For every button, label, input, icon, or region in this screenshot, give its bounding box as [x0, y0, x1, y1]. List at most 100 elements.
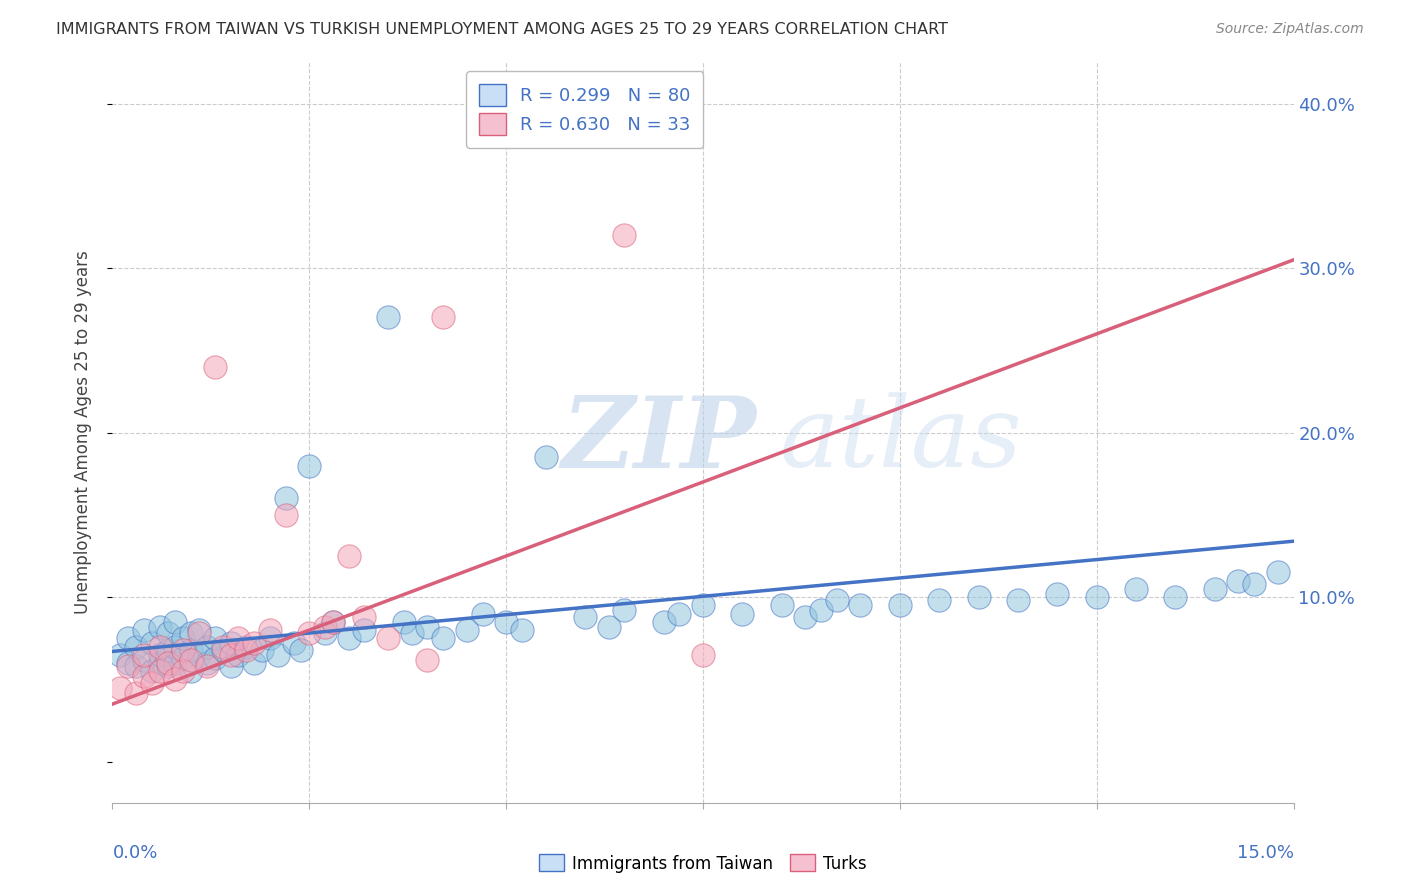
Point [613, 603, 636, 617]
Point [141, 675, 163, 690]
Point [110, 681, 132, 695]
Point [810, 603, 832, 617]
Point [1243, 577, 1265, 591]
Point [110, 648, 132, 662]
Point [432, 632, 454, 646]
Point [165, 656, 187, 670]
Text: ZIP: ZIP [561, 392, 756, 488]
Point [243, 636, 266, 650]
Point [172, 632, 194, 646]
Point [195, 659, 218, 673]
Point [117, 659, 139, 673]
Point [235, 640, 257, 654]
Point [235, 642, 257, 657]
Point [149, 648, 172, 662]
Point [267, 648, 290, 662]
Point [180, 642, 202, 657]
Point [156, 642, 179, 657]
Point [1267, 566, 1289, 580]
Point [149, 664, 172, 678]
Point [188, 648, 211, 662]
Point [243, 656, 266, 670]
Point [416, 620, 439, 634]
Point [1085, 590, 1108, 604]
Point [1227, 574, 1250, 588]
Point [298, 626, 321, 640]
Point [274, 508, 297, 522]
Point [652, 615, 675, 629]
Legend: Immigrants from Taiwan, Turks: Immigrants from Taiwan, Turks [533, 847, 873, 880]
Point [416, 653, 439, 667]
Point [149, 620, 172, 634]
Point [574, 610, 596, 624]
Point [259, 623, 281, 637]
Point [692, 648, 714, 662]
Point [172, 642, 194, 657]
Point [228, 648, 250, 662]
Point [274, 491, 297, 506]
Point [250, 642, 273, 657]
Point [1204, 582, 1226, 596]
Text: 15.0%: 15.0% [1236, 844, 1294, 862]
Text: atlas: atlas [780, 392, 1022, 488]
Point [322, 615, 344, 629]
Point [180, 653, 202, 667]
Point [117, 632, 139, 646]
Point [889, 599, 911, 613]
Point [353, 623, 375, 637]
Point [156, 626, 179, 640]
Point [298, 458, 321, 473]
Point [195, 656, 218, 670]
Point [125, 685, 148, 699]
Point [132, 623, 155, 637]
Point [172, 651, 194, 665]
Point [211, 640, 233, 654]
Point [188, 623, 211, 637]
Point [156, 659, 179, 673]
Point [495, 615, 517, 629]
Point [928, 593, 950, 607]
Point [377, 310, 399, 325]
Point [613, 228, 636, 243]
Point [132, 648, 155, 662]
Point [188, 626, 211, 640]
Point [353, 610, 375, 624]
Point [290, 642, 312, 657]
Point [668, 607, 690, 621]
Point [165, 640, 187, 654]
Point [849, 599, 872, 613]
Point [180, 626, 202, 640]
Point [141, 664, 163, 678]
Point [204, 359, 226, 374]
Point [172, 664, 194, 678]
Text: Source: ZipAtlas.com: Source: ZipAtlas.com [1216, 22, 1364, 37]
Point [149, 656, 172, 670]
Point [967, 590, 990, 604]
Point [534, 450, 557, 465]
Text: IMMIGRANTS FROM TAIWAN VS TURKISH UNEMPLOYMENT AMONG AGES 25 TO 29 YEARS CORRELA: IMMIGRANTS FROM TAIWAN VS TURKISH UNEMPL… [56, 22, 948, 37]
Point [204, 632, 226, 646]
Point [1046, 587, 1069, 601]
Point [219, 636, 242, 650]
Point [692, 599, 714, 613]
Point [322, 615, 344, 629]
Point [770, 599, 793, 613]
Point [432, 310, 454, 325]
Point [211, 642, 233, 657]
Point [1125, 582, 1147, 596]
Point [337, 549, 360, 563]
Point [219, 659, 242, 673]
Point [156, 656, 179, 670]
Point [471, 607, 494, 621]
Point [794, 610, 817, 624]
Point [1007, 593, 1029, 607]
Y-axis label: Unemployment Among Ages 25 to 29 years: Unemployment Among Ages 25 to 29 years [73, 251, 91, 615]
Point [456, 623, 478, 637]
Point [125, 659, 148, 673]
Text: 0.0%: 0.0% [112, 844, 157, 862]
Point [401, 626, 423, 640]
Point [228, 632, 250, 646]
Point [377, 632, 399, 646]
Point [392, 615, 415, 629]
Point [337, 632, 360, 646]
